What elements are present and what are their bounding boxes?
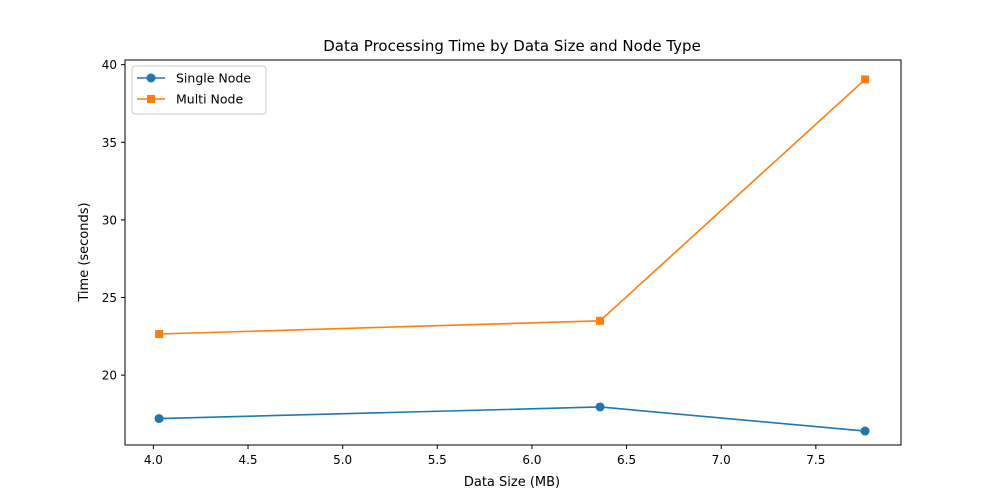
x-tick-label: 5.0 bbox=[333, 453, 352, 467]
chart-title: Data Processing Time by Data Size and No… bbox=[323, 37, 701, 55]
x-axis: 4.0 4.5 5.0 5.5 6.0 6.5 7.0 7.5 bbox=[144, 445, 825, 467]
plot-area bbox=[154, 75, 870, 436]
y-tick-label: 40 bbox=[102, 58, 117, 72]
x-tick-label: 4.0 bbox=[144, 453, 163, 467]
single-node-point bbox=[154, 414, 164, 424]
legend-marker-single-node bbox=[146, 73, 156, 83]
x-tick-label: 5.5 bbox=[428, 453, 447, 467]
y-tick-label: 30 bbox=[102, 213, 117, 227]
series-multi-node bbox=[155, 75, 870, 339]
single-node-point bbox=[595, 402, 605, 412]
y-tick-label: 25 bbox=[102, 291, 117, 305]
legend-marker-multi-node bbox=[147, 95, 155, 103]
legend-entry-multi-node: Multi Node bbox=[137, 92, 243, 107]
y-axis-label: Time (seconds) bbox=[77, 202, 92, 302]
x-tick-label: 6.5 bbox=[617, 453, 636, 467]
y-tick-label: 20 bbox=[102, 369, 117, 383]
x-tick-label: 6.0 bbox=[522, 453, 541, 467]
legend: Single Node Multi Node bbox=[131, 65, 267, 115]
single-node-point bbox=[860, 426, 870, 436]
legend-label-single-node: Single Node bbox=[176, 71, 251, 86]
x-tick-label: 4.5 bbox=[238, 453, 257, 467]
plot-frame bbox=[124, 59, 902, 446]
legend-label-multi-node: Multi Node bbox=[176, 92, 243, 107]
y-axis: 20 25 30 35 40 bbox=[102, 58, 125, 383]
x-axis-label: Data Size (MB) bbox=[464, 475, 560, 490]
y-tick-label: 35 bbox=[102, 136, 117, 150]
multi-node-point bbox=[155, 330, 164, 339]
series-single-node bbox=[154, 402, 870, 436]
multi-node-point bbox=[861, 75, 870, 84]
x-tick-label: 7.0 bbox=[712, 453, 731, 467]
legend-entry-single-node: Single Node bbox=[137, 71, 251, 86]
legend-box bbox=[131, 65, 267, 115]
x-tick-label: 7.5 bbox=[806, 453, 825, 467]
multi-node-point bbox=[596, 316, 605, 325]
